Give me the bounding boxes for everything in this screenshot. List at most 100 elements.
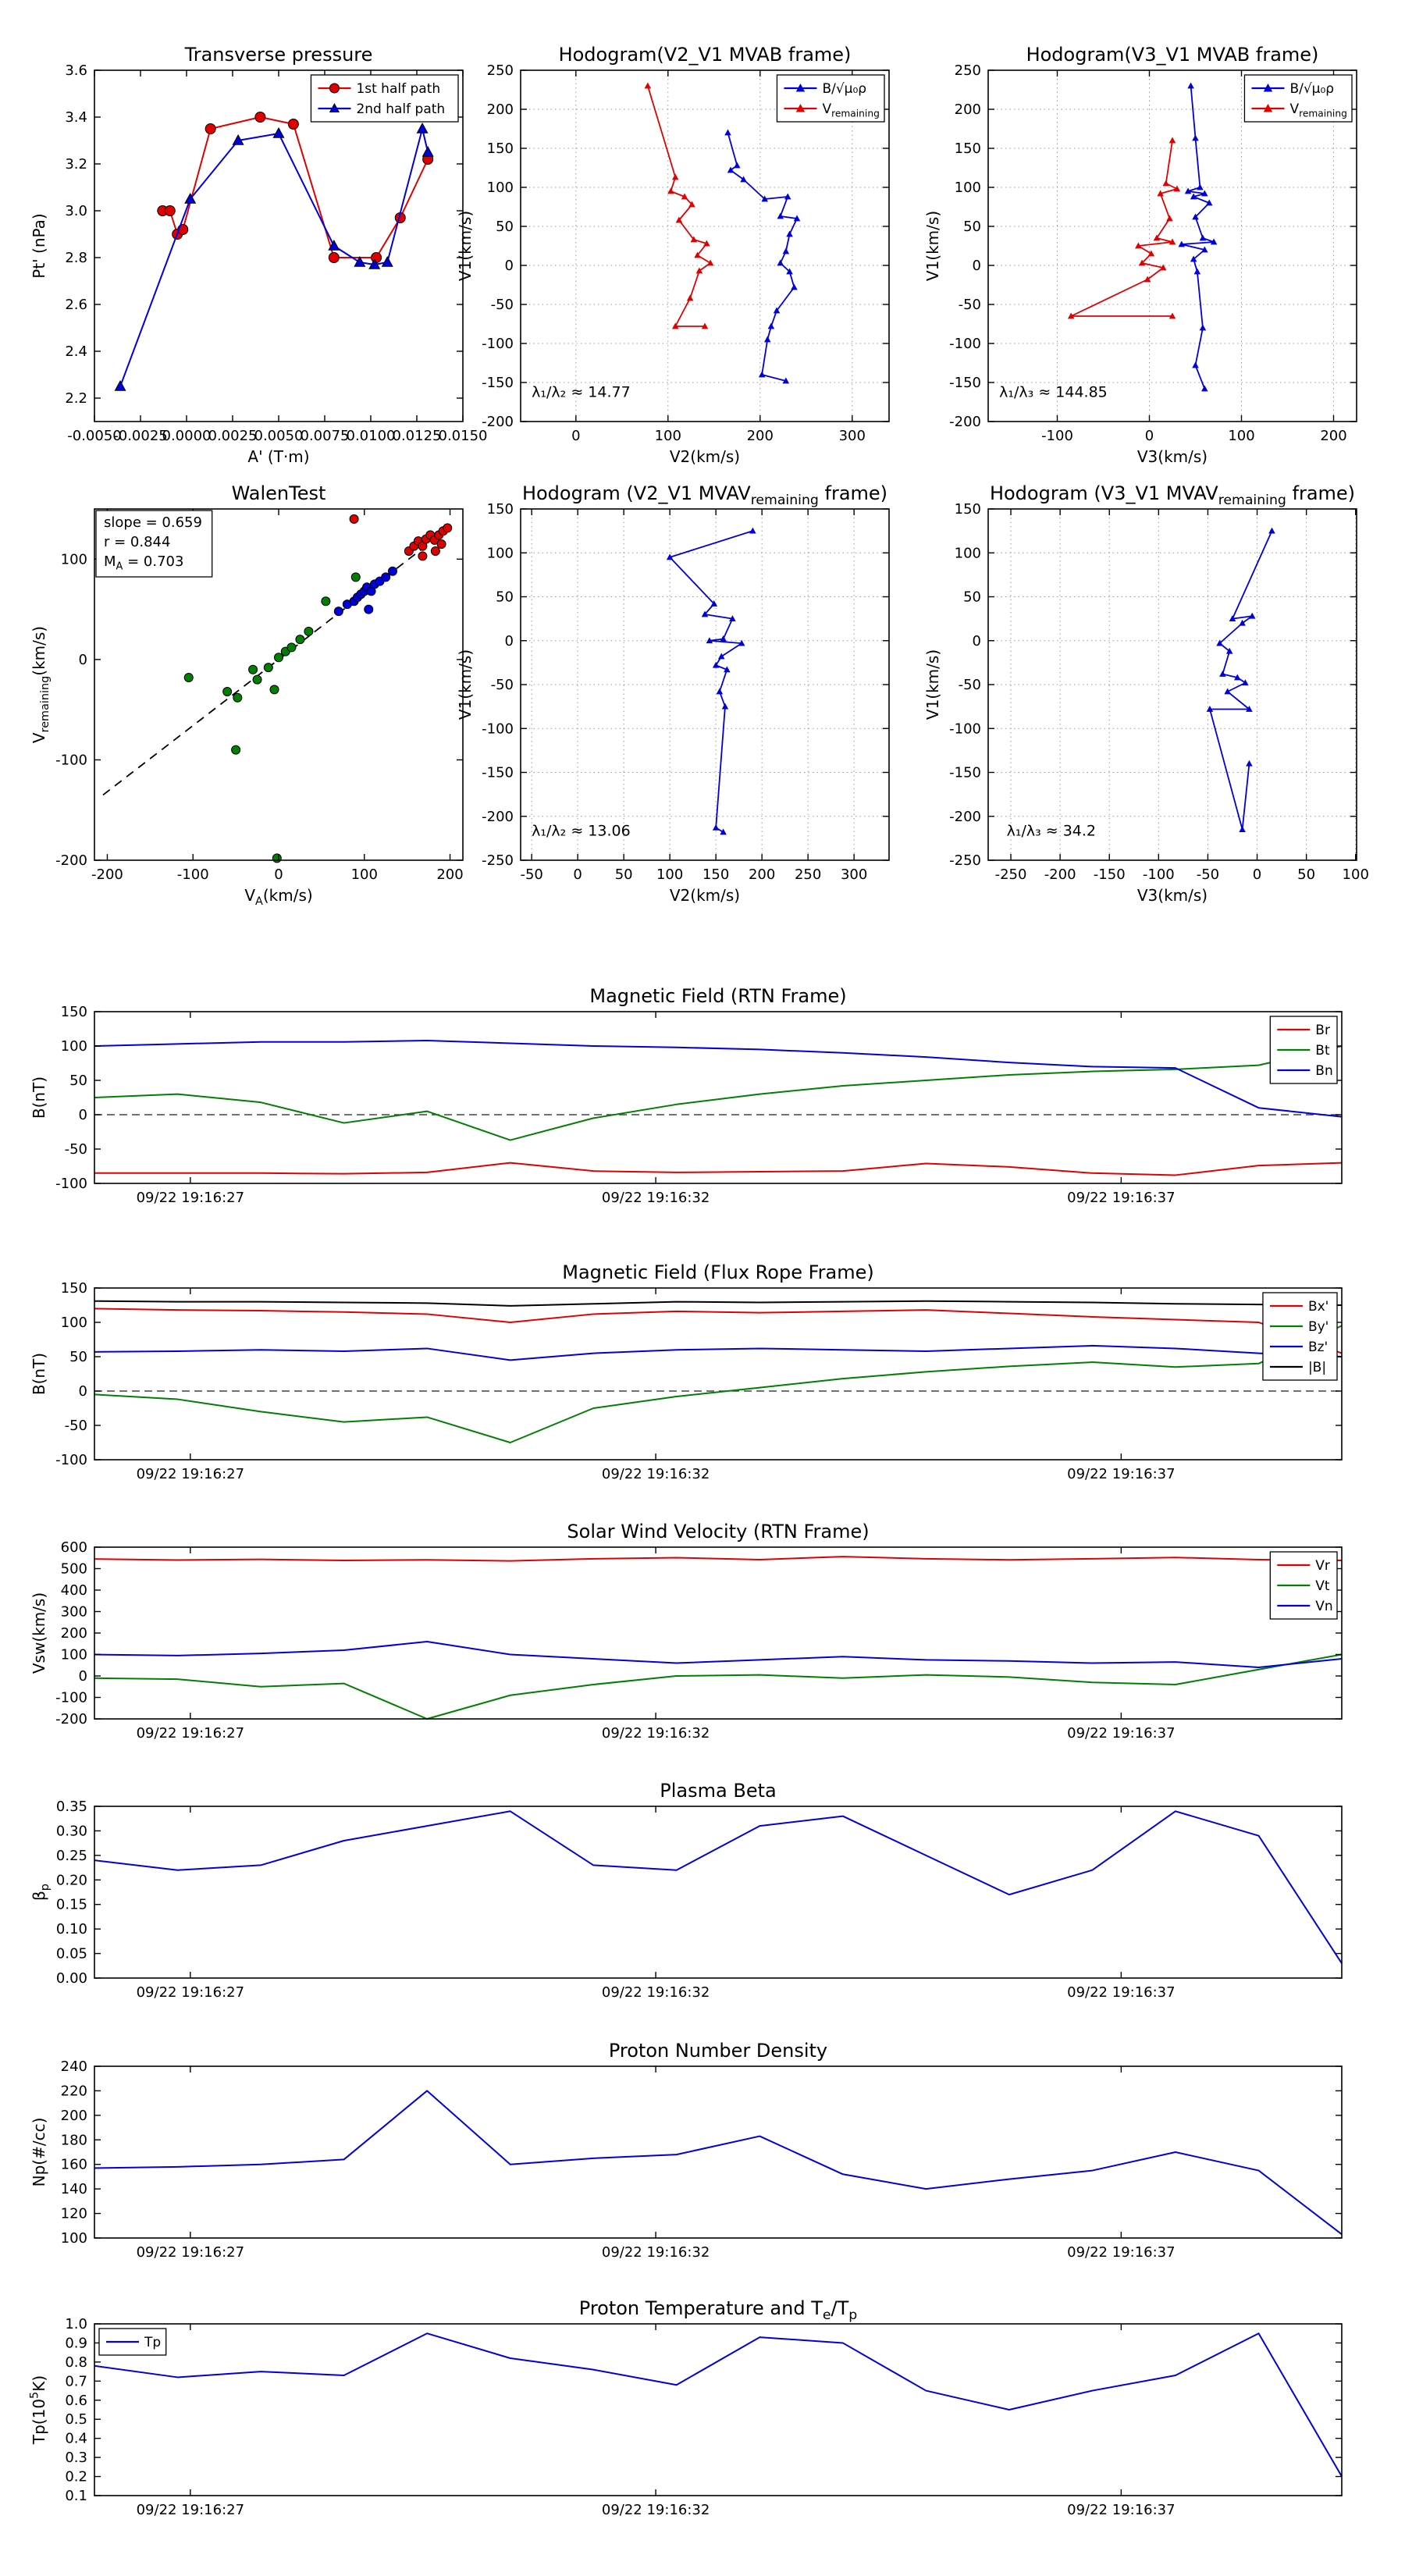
y-tick-label: 250 [487,62,514,79]
legend-label: Vr [1315,1558,1330,1574]
legend: Vr Vt Vn [1269,1551,1338,1620]
x-tick-label: 0 [1253,866,1261,883]
y-tick-label: 140 [61,2181,87,2197]
y-tick-label: -100 [482,720,514,737]
y-axis-label: βp [30,1884,52,1901]
axes-frame [94,2065,1343,2239]
series-beta-p [94,1810,1343,1964]
y-tick-label: 0.2 [65,2469,87,2485]
x-axis-label: V3(km/s) [1137,447,1208,466]
x-tick-label: 200 [1320,428,1346,444]
x-tick-label: 0.0050 [254,428,304,444]
x-tick-label: 200 [749,866,775,883]
y-tick-label: 0 [505,633,514,649]
axes-frame [94,1806,1343,1979]
x-tick-label: -150 [1094,866,1126,883]
x-tick-label: 09/22 19:16:32 [602,1190,710,1206]
legend-label: Br [1315,1023,1330,1038]
series-B-magnitude [94,1300,1343,1307]
x-axis-label: VA(km/s) [244,886,312,908]
y-tick-label: -150 [949,375,981,391]
x-tick-label: -0.0050 [67,428,121,444]
legend-label: 2nd half path [356,101,445,117]
y-tick-label: 0.8 [65,2354,87,2371]
x-tick-label: -0.0025 [113,428,167,444]
x-tick-label: 100 [655,428,681,444]
y-tick-label: 0 [505,258,514,274]
y-tick-label: 2.2 [65,390,87,407]
y-tick-label: 0 [79,652,87,668]
y-tick-label: 0 [79,1107,87,1123]
series-Br [94,1162,1343,1176]
axes-frame [94,2323,1343,2496]
x-tick-label: -200 [91,866,123,883]
series-Vr [94,1556,1343,1562]
y-tick-label: 300 [61,1604,87,1621]
y-tick-label: 0.30 [56,1823,87,1839]
x-tick-label: 0 [571,428,580,444]
x-tick-label: 0.0125 [393,428,442,444]
x-tick-label: 200 [436,866,463,883]
y-tick-label: -100 [55,1176,87,1192]
y-tick-label: 100 [61,1315,87,1331]
legend: Br Bt Bn [1269,1016,1338,1084]
y-tick-label: 160 [61,2157,87,2173]
y-tick-label: 50 [496,219,514,235]
stats-line: MA = 0.703 [104,553,183,573]
legend: Tp [98,2328,167,2356]
y-tick-label: 0.10 [56,1921,87,1937]
y-tick-label: 150 [487,141,514,157]
series-1st-half-path [157,112,434,263]
series-B-over-sqrt-mu0rho [724,129,801,384]
legend-box [1243,74,1353,123]
y-tick-label: 50 [69,1073,87,1089]
y-tick-label: 200 [61,2108,87,2124]
y-tick-label: -50 [959,297,981,313]
series-Bt [94,1045,1343,1141]
y-tick-label: 0.35 [56,1799,87,1815]
series-Bx-prime [94,1308,1343,1354]
y-tick-label: 0.25 [56,1848,87,1864]
x-tick-label: 150 [702,866,729,883]
chart-title-mag-flux-rope: Magnetic Field (Flux Rope Frame) [562,1261,873,1283]
y-tick-label: 600 [61,1539,87,1556]
series-Bn [94,1039,1343,1118]
chart-title-hodogram-v3v1-mvav: Hodogram (V3_V1 MVAVremaining frame) [990,482,1355,508]
legend-label: Bz' [1308,1340,1328,1355]
axis-ticks: 09/22 19:16:27 09/22 19:16:32 09/22 19:16:… [55,1539,1342,1742]
chart-mag-rtn: 09/22 19:16:27 09/22 19:16:32 09/22 19:16:… [30,985,1343,1206]
y-tick-label: 50 [69,1349,87,1365]
axis-ticks: 09/22 19:16:27 09/22 19:16:32 09/22 19:16:… [65,2316,1342,2518]
y-tick-label: 180 [61,2132,87,2148]
x-tick-label: 0 [573,866,582,883]
y-tick-label: 150 [955,141,981,157]
legend-label: B/√μ₀ρ [822,81,866,97]
x-axis-label: V2(km/s) [670,447,740,466]
chart-walen-test: -200 -100 0 100 200 -200 -100 0 100 WalenTest VA(k… [30,482,464,908]
x-tick-label: 0.0025 [208,428,258,444]
legend-label: |B| [1308,1360,1326,1375]
y-tick-label: 150 [61,1004,87,1020]
y-tick-label: 100 [955,545,981,561]
legend-label: 1st half path [356,81,440,97]
axis-ticks: 09/22 19:16:27 09/22 19:16:32 09/22 19:16:… [56,1799,1342,2001]
x-tick-label: 09/22 19:16:27 [137,1466,244,1482]
y-tick-label: 0.6 [65,2393,87,2409]
y-tick-label: 0 [79,1383,87,1400]
y-tick-label: 2.8 [65,250,87,266]
y-tick-label: 500 [61,1561,87,1578]
y-tick-label: -200 [949,809,981,825]
chart-plasma-beta: 09/22 19:16:27 09/22 19:16:32 09/22 19:16:… [30,1780,1343,2001]
axes-frame [520,508,890,861]
annotation: λ₁/λ₃ ≈ 34.2 [1007,823,1096,840]
annotation: λ₁/λ₂ ≈ 13.06 [532,823,631,840]
y-tick-label: 100 [61,2230,87,2247]
y-tick-label: -250 [482,852,514,869]
y-tick-label: 0.05 [56,1946,87,1962]
x-tick-label: -50 [1197,866,1219,883]
grid [521,508,889,861]
stats-line: r = 0.844 [104,534,170,550]
legend-label: Vremaining [1289,101,1346,119]
chart-title-hodogram-v2v1-mvab: Hodogram(V2_V1 MVAB frame) [559,44,852,66]
x-tick-label: 09/22 19:16:37 [1067,1466,1175,1482]
